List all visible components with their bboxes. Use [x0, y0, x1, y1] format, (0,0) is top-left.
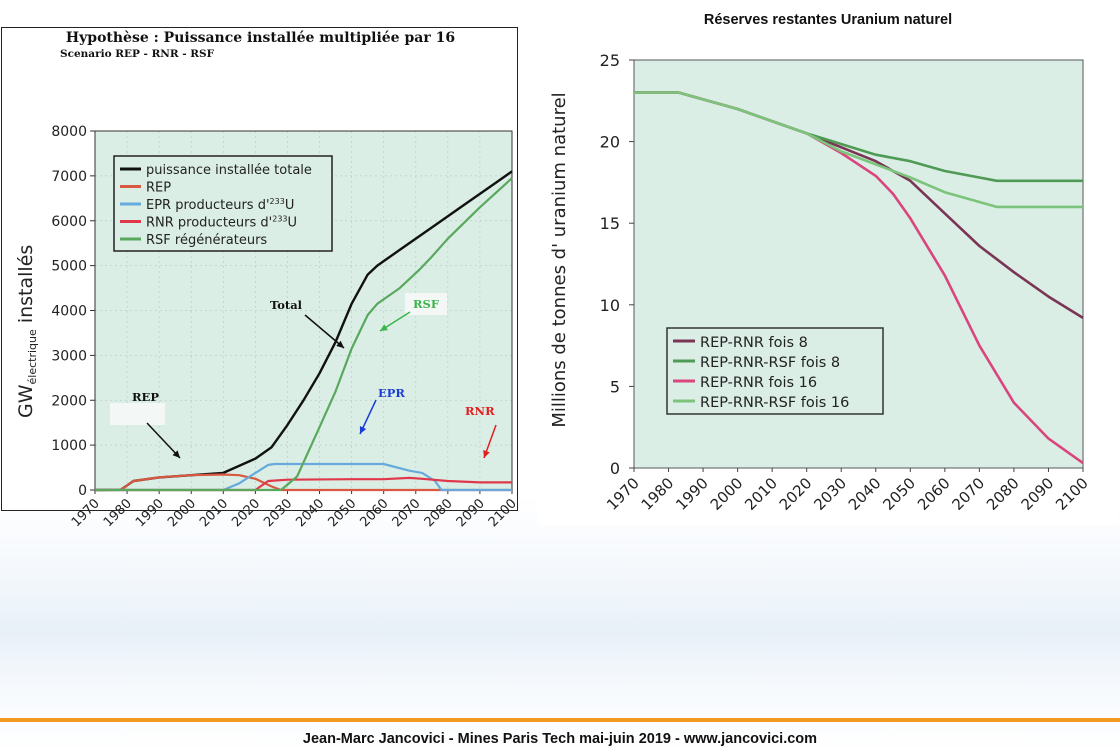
x-tick-label: 2070 — [948, 474, 988, 514]
x-tick-label: 1980 — [638, 474, 678, 514]
annotation-rnr: RNR — [465, 404, 495, 418]
footer-rule — [0, 718, 1120, 722]
legend-entry-name: REP — [146, 181, 171, 196]
annotation-epr: EPR — [378, 386, 405, 400]
footer-text: Jean-Marc Jancovici - Mines Paris Tech m… — [302, 731, 818, 747]
x-tick-label: 2070 — [390, 496, 424, 530]
series-line-rep — [94, 473, 512, 492]
legend-entry-sup: 233 — [270, 197, 285, 206]
y-tick-label: 3000 — [51, 348, 87, 364]
x-tick-label: 2100 — [1052, 474, 1092, 514]
x-tick-label: 2090 — [1018, 474, 1058, 514]
y-axis-label-main: GW — [15, 384, 37, 418]
legend-box — [113, 155, 333, 252]
x-tick-label: 2080 — [983, 474, 1023, 514]
left-chart-svg: 0 1000 2000 3000 4000 5000 6000 7000 8000 1970198… — [15, 124, 520, 530]
legend-box — [666, 327, 884, 415]
y-tick-label: 1000 — [51, 438, 87, 454]
x-tick-label: 2080 — [422, 496, 456, 530]
x-tick-label: 1990 — [672, 474, 712, 514]
legend-entry-name: RSF régénérateurs — [146, 233, 267, 248]
y-tick-label: 5 — [610, 377, 620, 396]
x-tick-label: 2000 — [707, 474, 747, 514]
annotation-bg-rsf — [405, 293, 447, 315]
x-tick-label: 2000 — [165, 496, 199, 530]
annotation-arrow-rep — [146, 422, 181, 459]
legend-entry: EPR producteurs d'233U — [146, 197, 294, 213]
annotation-arrowhead-rep — [172, 450, 180, 458]
legend-entry: RSF régénérateurs — [146, 233, 267, 248]
series-line-rnr-producteurs-d — [95, 476, 512, 492]
y-tick-label: 0 — [78, 483, 87, 499]
y-tick-label: 4000 — [51, 304, 87, 320]
legend-entry-sup: 233 — [272, 215, 287, 224]
x-tick-label: 2060 — [358, 496, 392, 530]
y-tick-label: 7000 — [51, 169, 87, 185]
series-line-rep-rnr-rsf-fois-16 — [634, 91, 1083, 209]
left-chart-panel: Hypothèse : Puissance installée multipli… — [1, 27, 520, 530]
x-tick-label: 2100 — [486, 496, 520, 530]
annotation-total: Total — [270, 298, 303, 312]
y-tick-label: 8000 — [51, 124, 87, 140]
annotation-rsf: RSF — [413, 297, 440, 311]
y-tick-label: 0 — [610, 459, 620, 478]
legend-entry: REP — [146, 181, 171, 196]
right-chart-title: Réserves restantes Uranium naturel — [703, 12, 953, 28]
legend-entry: REP-RNR-RSF fois 8 — [700, 355, 840, 371]
series-line-rsf-regenerateurs — [95, 177, 513, 492]
legend-entry-name: EPR producteurs d' — [146, 198, 270, 213]
right-chart-panel: Réserves restantes Uranium naturel 0 5 10 1… — [537, 2, 1119, 525]
legend-entry: REP-RNR-RSF fois 16 — [700, 395, 849, 411]
annotation-arrow-total — [304, 314, 345, 349]
annotation-rep: REP — [132, 390, 159, 404]
x-tick-label: 1970 — [603, 474, 643, 514]
x-tick-label: 2020 — [229, 496, 263, 530]
y-tick-label: 15 — [600, 214, 620, 233]
annotation-arrowhead-rsf — [380, 324, 388, 331]
annotation-arrowhead-epr — [359, 426, 367, 434]
x-tick-label: 2020 — [776, 474, 816, 514]
x-tick-label: 2050 — [879, 474, 919, 514]
x-tick-label: 2050 — [325, 496, 359, 530]
y-tick-label: 5000 — [51, 259, 87, 275]
x-tick-label: 1970 — [69, 496, 103, 530]
x-tick-label: 2010 — [197, 496, 231, 530]
x-tick-label: 2060 — [914, 474, 954, 514]
legend-entry-name: puissance installée totale — [146, 163, 312, 178]
x-tick-label: 1980 — [101, 496, 135, 530]
y-axis-label: GWélectrique installés — [15, 245, 39, 418]
annotation-bg-rep — [110, 403, 165, 425]
legend-entry: RNR producteurs d'233U — [146, 215, 297, 231]
y-tick-label: 6000 — [51, 214, 87, 230]
x-tick-label: 2030 — [810, 474, 850, 514]
x-tick-label: 2040 — [293, 496, 327, 530]
y-tick-label: 20 — [600, 133, 620, 152]
legend-entry-end: U — [288, 216, 298, 231]
x-tick-label: 1990 — [133, 496, 167, 530]
legend-entry: puissance installée totale — [146, 163, 312, 178]
right-chart-svg: 0510152025197019801990200020102020203020… — [549, 51, 1092, 514]
y-tick-label: 2000 — [51, 393, 87, 409]
legend-entry-name: RNR producteurs d' — [146, 216, 272, 231]
annotation-arrowhead-rnr — [483, 450, 490, 458]
x-tick-label: 2030 — [261, 496, 295, 530]
x-tick-label: 2040 — [845, 474, 885, 514]
legend-entry: REP-RNR fois 8 — [700, 335, 808, 351]
left-chart-title: Hypothèse : Puissance installée multipli… — [65, 30, 456, 46]
y-axis-label-rest: installés — [15, 245, 37, 330]
x-tick-label: 2090 — [454, 496, 488, 530]
legend-entry: REP-RNR fois 16 — [700, 375, 817, 391]
legend-entry-end: U — [285, 198, 295, 213]
left-chart-subtitle: Scenario REP - RNR - RSF — [60, 48, 215, 60]
x-tick-label: 2010 — [741, 474, 781, 514]
annotation-arrowhead-total — [336, 340, 344, 348]
y-tick-label: 25 — [600, 51, 620, 70]
y-tick-label: 10 — [600, 296, 620, 315]
y-axis-label: Millions de tonnes d' uranium naturel — [549, 92, 570, 427]
y-axis-label-sub: électrique — [26, 329, 39, 384]
series-line-epr-producteurs-d — [95, 462, 512, 492]
